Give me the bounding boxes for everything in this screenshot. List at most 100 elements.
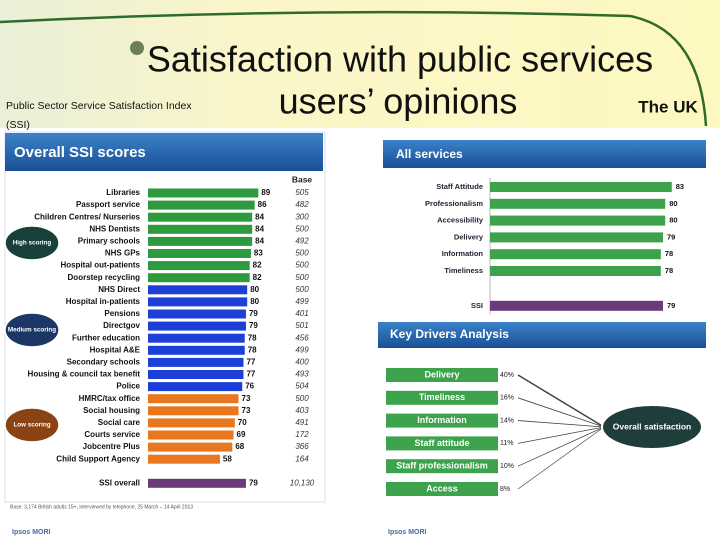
- header-band: [0, 0, 720, 128]
- value-label: 89: [261, 188, 270, 197]
- driver-link: [517, 397, 605, 428]
- row-label: SSI overall: [99, 478, 140, 487]
- driver-link: [517, 374, 605, 428]
- driver-box: [386, 482, 498, 496]
- base-label: 403: [295, 406, 309, 415]
- bar: [490, 300, 664, 311]
- row-label: Delivery: [454, 232, 484, 241]
- row-label: Social care: [98, 418, 141, 427]
- row-label: NHS Direct: [98, 285, 140, 294]
- driver-link: [517, 420, 605, 428]
- row-label: Passport service: [76, 200, 141, 209]
- value-label: 82: [253, 273, 262, 282]
- driver-link: [517, 426, 605, 490]
- base-label: 300: [295, 212, 309, 221]
- value-label: 83: [676, 182, 684, 191]
- bar: [148, 370, 244, 379]
- base-label: 492: [295, 237, 309, 246]
- value-label: 79: [667, 301, 675, 310]
- base-label: 499: [295, 297, 309, 306]
- bar: [148, 309, 246, 319]
- bar: [148, 212, 253, 222]
- panel-header: [383, 140, 706, 168]
- bar: [490, 249, 661, 260]
- driver-value: 10%: [500, 463, 514, 470]
- row-label: Jobcentre Plus: [83, 442, 141, 451]
- base-label: 500: [295, 285, 309, 294]
- bar: [148, 454, 220, 464]
- row-label: Courts service: [84, 430, 140, 439]
- brand: Ipsos MORI: [388, 529, 427, 536]
- bar: [148, 345, 245, 355]
- driver-value: 14%: [500, 417, 514, 424]
- row-label: Hospital in-patients: [66, 297, 141, 306]
- panel-title: Key Drivers Analysis: [390, 327, 509, 341]
- base-label: 164: [295, 454, 309, 463]
- row-label: Pensions: [104, 309, 140, 318]
- value-label: 86: [258, 200, 267, 209]
- base-label: 400: [295, 358, 309, 367]
- target-oval: [601, 404, 703, 450]
- value-label: 77: [246, 370, 255, 379]
- value-label: 80: [669, 199, 677, 208]
- base-label: 500: [295, 394, 309, 403]
- bar: [148, 297, 248, 307]
- value-label: 82: [253, 261, 262, 270]
- base-label: 500: [295, 261, 309, 270]
- value-label: 78: [248, 333, 257, 342]
- panel-title: All services: [396, 147, 463, 161]
- row-label: Doorstep recycling: [68, 273, 141, 282]
- row-label: Information: [442, 249, 484, 258]
- group-badge: [4, 225, 60, 261]
- driver-box: [386, 459, 498, 474]
- row-label: Housing & council tax benefit: [28, 370, 141, 379]
- bar: [490, 266, 661, 276]
- panel-title: Overall SSI scores: [14, 144, 146, 161]
- bar: [148, 357, 244, 367]
- bar: [148, 224, 253, 234]
- base-label: 366: [295, 442, 309, 451]
- row-label: Accessibility: [437, 216, 484, 225]
- bar: [148, 273, 250, 283]
- driver-box: [386, 436, 498, 451]
- group-label: Low scoring: [13, 422, 50, 429]
- bar: [148, 285, 248, 295]
- row-label: NHS Dentists: [89, 224, 140, 233]
- row-label: Hospital out-patients: [60, 261, 140, 270]
- value-label: 73: [242, 406, 251, 415]
- value-label: 79: [249, 478, 258, 487]
- value-label: 70: [238, 418, 247, 427]
- region: The UK: [638, 97, 698, 116]
- base-label: 499: [295, 345, 309, 354]
- value-label: 73: [242, 394, 251, 403]
- driver-box: [386, 368, 498, 382]
- bar: [148, 406, 239, 416]
- value-label: 76: [245, 382, 254, 391]
- bar: [148, 442, 233, 452]
- title: users’ opinions: [279, 81, 518, 122]
- row-label: Directgov: [103, 321, 140, 330]
- base-label: 504: [295, 382, 309, 391]
- value-label: 78: [665, 266, 673, 275]
- base-label: 10,130: [290, 478, 315, 487]
- subtitle: Public Sector Service Satisfaction Index: [6, 100, 192, 112]
- row-label: Staff Attitude: [436, 182, 483, 191]
- value-label: 79: [249, 321, 258, 330]
- row-label: Timeliness: [444, 266, 483, 275]
- driver-link: [517, 426, 605, 467]
- driver-label: Staff professionalism: [396, 461, 488, 471]
- base-label: 500: [295, 224, 309, 233]
- value-label: 77: [246, 358, 255, 367]
- driver-link: [517, 426, 605, 444]
- base-heading: Base: [292, 174, 313, 184]
- driver-value: 16%: [500, 395, 514, 402]
- bar: [148, 394, 239, 404]
- row-label: SSI: [471, 301, 483, 310]
- value-label: 84: [255, 224, 264, 233]
- row-label: Primary schools: [78, 237, 141, 246]
- value-label: 58: [223, 454, 232, 463]
- base-note: Base: 3,174 British adults 15+, intervie…: [10, 504, 193, 510]
- base-label: 501: [295, 321, 308, 330]
- base-label: 500: [295, 249, 309, 258]
